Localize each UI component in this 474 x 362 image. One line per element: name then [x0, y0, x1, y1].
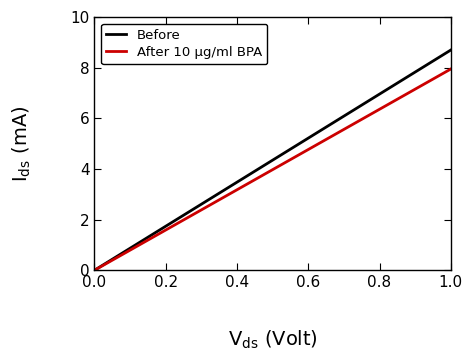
Y-axis label: $I_{ds}$ (mA): $I_{ds}$ (mA) [0, 361, 1, 362]
After 10 μg/ml BPA [304, 148, 310, 153]
Line: After 10 μg/ml BPA: After 10 μg/ml BPA [94, 69, 451, 270]
Before [261, 164, 266, 168]
After 10 μg/ml BPA [261, 173, 266, 177]
Before [284, 149, 290, 153]
Before [384, 88, 390, 92]
Before [263, 162, 269, 167]
After 10 μg/ml BPA [448, 67, 454, 71]
Before [304, 137, 310, 141]
After 10 μg/ml BPA [263, 171, 269, 176]
X-axis label: $V_{ds}$ (Volt): $V_{ds}$ (Volt) [0, 361, 1, 362]
Legend: Before, After 10 μg/ml BPA: Before, After 10 μg/ml BPA [101, 24, 267, 64]
Before [448, 48, 454, 52]
After 10 μg/ml BPA [91, 268, 97, 273]
Before [439, 53, 445, 58]
Text: $\mathregular{V}$$_{\mathregular{ds}}$ (Volt): $\mathregular{V}$$_{\mathregular{ds}}$ (… [228, 329, 318, 351]
After 10 μg/ml BPA [284, 159, 290, 164]
After 10 μg/ml BPA [439, 72, 445, 76]
Before [91, 268, 97, 273]
After 10 μg/ml BPA [384, 103, 390, 108]
Line: Before: Before [94, 50, 451, 270]
Text: $\mathregular{I}$$_{\mathregular{ds}}$ (mA): $\mathregular{I}$$_{\mathregular{ds}}$ (… [11, 105, 33, 182]
